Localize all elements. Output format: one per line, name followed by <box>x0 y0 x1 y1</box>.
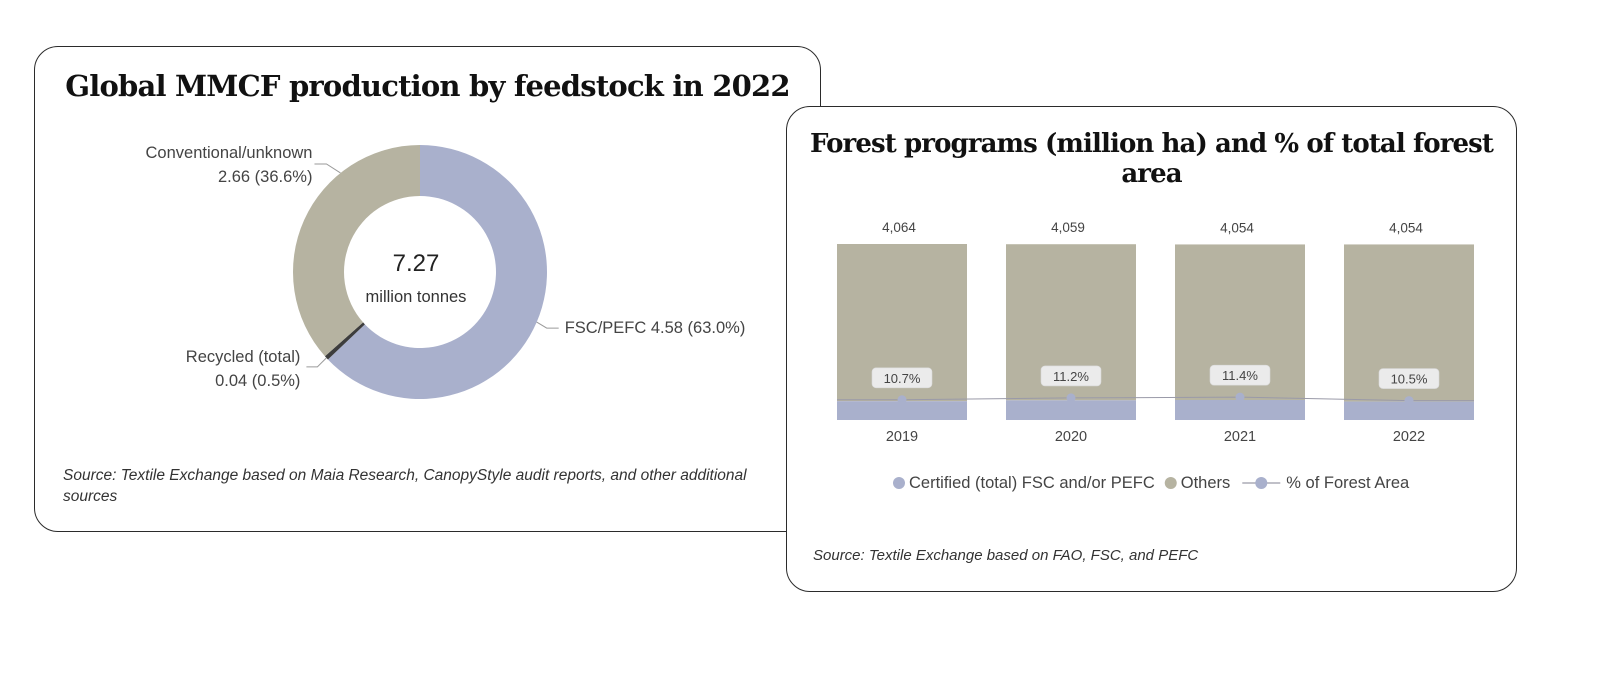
x-tick-label-2022: 2022 <box>1393 429 1425 445</box>
percent-label-2019: 10.7% <box>884 371 921 386</box>
forest-programs-card: Forest programs (million ha) and % of to… <box>786 106 1517 592</box>
percent-label-box-2020 <box>1040 365 1102 387</box>
bar-certified-2021 <box>1175 399 1305 420</box>
x-tick-label-2020: 2020 <box>1055 429 1087 445</box>
line-point-2019 <box>897 395 907 405</box>
legend-label-percent: % of Forest Area <box>1286 474 1410 492</box>
leader-line <box>536 321 559 329</box>
legend-marker-others <box>1164 477 1177 489</box>
leader-line <box>306 357 327 368</box>
line-point-2020 <box>1066 393 1076 403</box>
bar-certified-2020 <box>1006 400 1136 420</box>
mmcf-donut-chart: 7.27 million tonnes FSC/PEFC 4.58 (63.0%) R… <box>146 144 746 399</box>
bar-total-label-2019: 4,064 <box>882 220 916 235</box>
donut-slice-conventional-unknown <box>293 145 420 357</box>
slice-label-fsc-pefc: FSC/PEFC 4.58 (63.0%) <box>565 319 746 337</box>
mmcf-source-note: Source: Textile Exchange based on Maia R… <box>63 467 747 505</box>
bar-total-label-2021: 4,054 <box>1220 220 1254 235</box>
donut-slice-recycled-total- <box>324 322 365 360</box>
slice-label-conventional-value: 2.66 (36.6%) <box>218 168 312 186</box>
percent-label-2022: 10.5% <box>1391 372 1428 387</box>
x-tick-label-2021: 2021 <box>1224 429 1256 445</box>
donut-slice-fsc-pefc <box>327 145 548 399</box>
legend-label-others: Others <box>1181 474 1231 492</box>
forest-source-note: Source: Textile Exchange based on FAO, F… <box>813 547 1199 564</box>
x-tick-label-2019: 2019 <box>886 429 918 445</box>
bar-total-label-2022: 4,054 <box>1389 220 1423 235</box>
slice-label-recycled-name: Recycled (total) <box>186 348 301 366</box>
line-percent-forest-area <box>837 396 1474 402</box>
legend-marker-certified <box>893 477 905 489</box>
percent-label-box-2021 <box>1209 364 1271 386</box>
percent-label-box-2019 <box>871 367 933 389</box>
bar-certified-2022 <box>1344 401 1474 420</box>
donut-center-unit: million tonnes <box>366 288 467 306</box>
legend-label-certified: Certified (total) FSC and/or PEFC <box>909 474 1155 492</box>
forest-bar-chart: 4,064 2019 4,059 2020 4,054 2021 4,054 2022 10.7… <box>837 220 1474 492</box>
percent-label-2021: 11.4% <box>1222 368 1258 383</box>
percent-label-2020: 11.2% <box>1053 369 1089 384</box>
percent-label-box-2022 <box>1378 368 1440 389</box>
slice-label-recycled-value: 0.04 (0.5%) <box>215 372 300 390</box>
bar-certified-2019 <box>837 401 967 420</box>
donut-center-value: 7.27 <box>393 250 440 277</box>
mmcf-chart-title: Global MMCF production by feedstock in 2… <box>65 69 790 103</box>
forest-chart-title: Forest programs (million ha) and % of to… <box>809 129 1494 189</box>
line-point-2021 <box>1235 392 1245 402</box>
mmcf-production-card: Global MMCF production by feedstock in 2… <box>34 46 821 532</box>
chart-legend: Certified (total) FSC and/or PEFC Others%… <box>893 474 1410 492</box>
bar-total-label-2020: 4,059 <box>1051 220 1085 235</box>
slice-label-conventional-name: Conventional/unknown <box>146 144 313 162</box>
legend-marker-percent <box>1255 477 1268 489</box>
leader-line <box>314 163 341 174</box>
line-point-2022 <box>1404 396 1414 406</box>
